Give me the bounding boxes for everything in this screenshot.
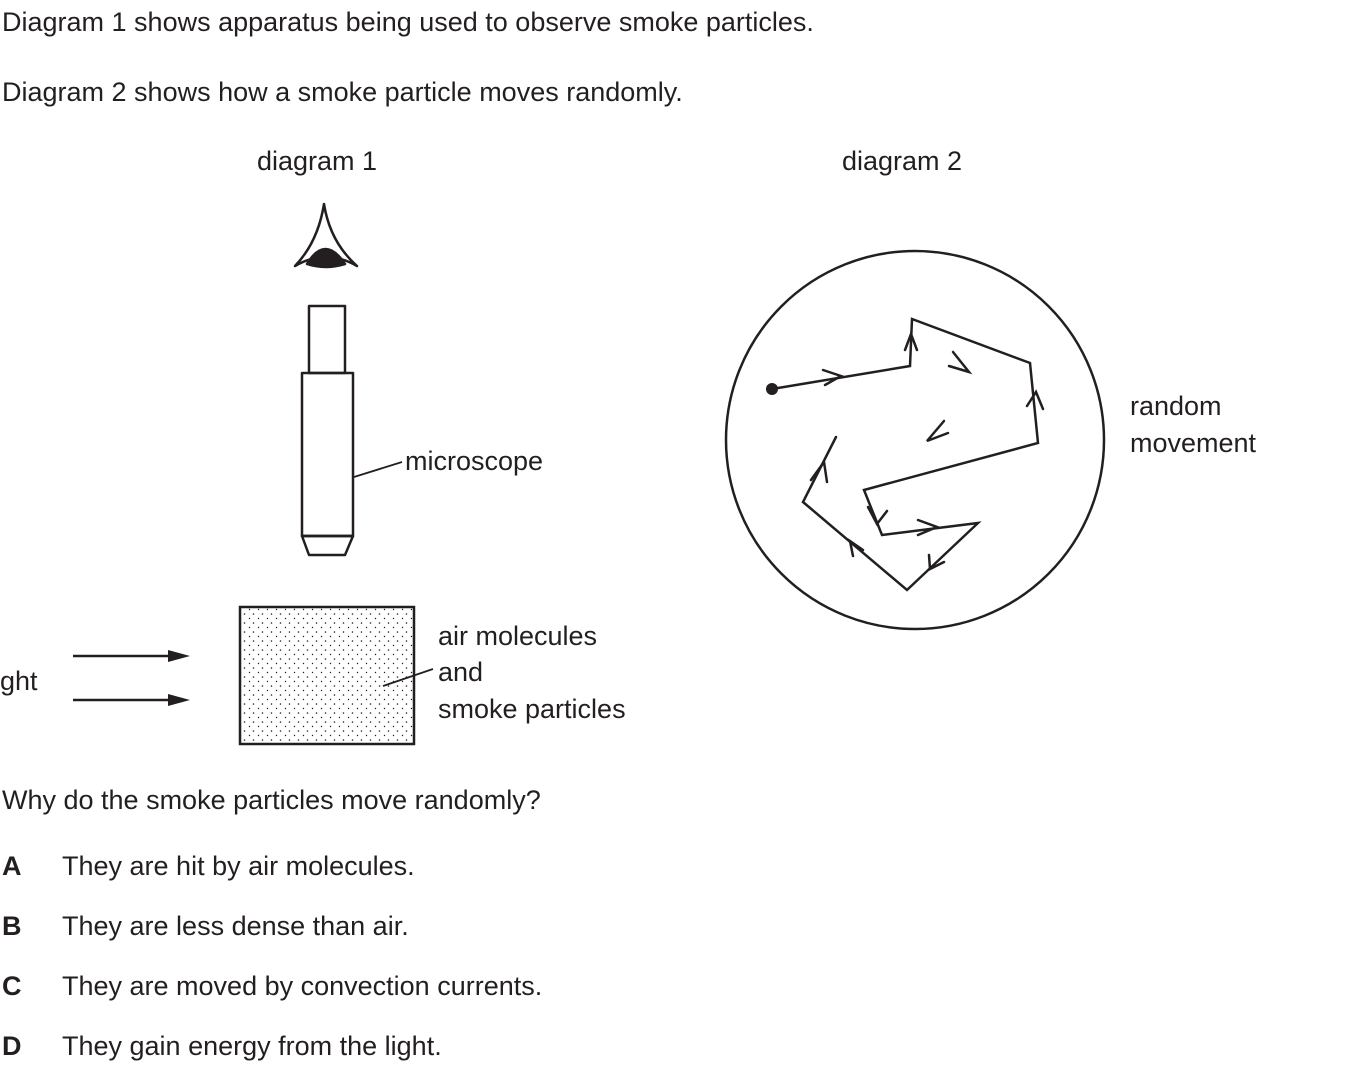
light-arrows — [73, 650, 190, 706]
option-a-letter: A — [2, 851, 22, 881]
eye-icon — [293, 202, 359, 269]
option-d-letter: D — [2, 1031, 22, 1061]
option-b-text: They are less dense than air. — [62, 911, 409, 941]
intro-line-1: Diagram 1 shows apparatus being used to … — [2, 7, 814, 37]
intro-line-2: Diagram 2 shows how a smoke particle mov… — [2, 77, 683, 107]
diagrams-figure: diagram 1 microscope air molecules and s… — [0, 146, 1257, 746]
box-label-line-1: air molecules — [438, 621, 597, 651]
option-a-text: They are hit by air molecules. — [62, 851, 415, 881]
option-c-text: They are moved by convection currents. — [62, 971, 543, 1001]
option-c-letter: C — [2, 971, 22, 1001]
diagram2-label-line-2: movement — [1130, 428, 1257, 458]
option-d-text: They gain energy from the light. — [62, 1031, 442, 1061]
smoke-particles-dots — [240, 607, 414, 744]
start-point-dot — [766, 383, 778, 395]
diagram2-title: diagram 2 — [842, 146, 962, 176]
smoke-cell-leader-line — [382, 668, 434, 687]
box-label-line-2: and — [438, 657, 483, 687]
direction-arrowheads — [809, 330, 1045, 571]
microscope — [300, 304, 355, 557]
random-path — [770, 317, 1040, 592]
option-b-letter: B — [2, 911, 22, 941]
diagram1-title: diagram 1 — [257, 146, 377, 176]
diagram2-label-line-1: random — [1130, 391, 1222, 421]
question-text: Why do the smoke particles move randomly… — [2, 785, 541, 815]
light-label: ght — [0, 666, 38, 696]
microscope-leader-line — [353, 461, 403, 478]
box-label-line-3: smoke particles — [438, 694, 626, 724]
microscope-label: microscope — [405, 446, 543, 476]
field-of-view-circle — [724, 249, 1106, 631]
